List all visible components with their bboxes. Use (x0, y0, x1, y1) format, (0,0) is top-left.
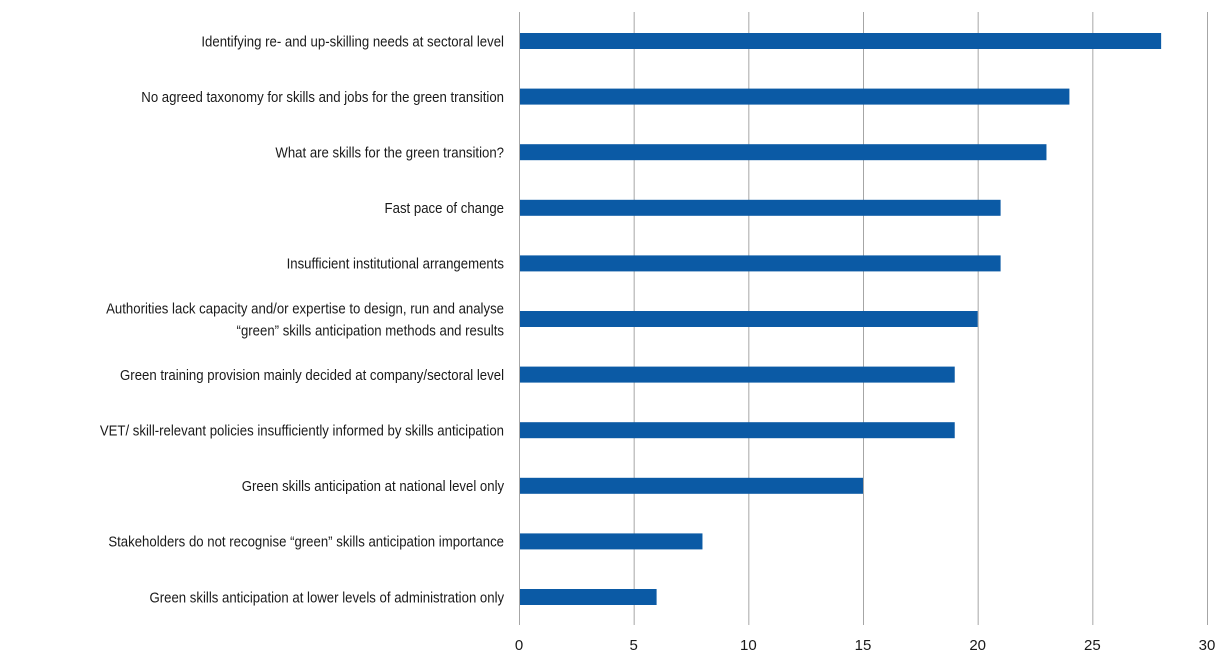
bar-7 (520, 366, 955, 383)
x-tick-label: 5 (629, 637, 637, 654)
category-label: Fast pace of change (385, 199, 505, 216)
x-tick-label: 15 (855, 637, 872, 654)
category-label: “green” skills anticipation methods and … (237, 322, 504, 339)
bars (520, 33, 1162, 605)
bar-5 (520, 255, 1001, 272)
category-label: What are skills for the green transition… (275, 144, 504, 161)
x-tick-label: 25 (1084, 637, 1101, 654)
category-label: Green skills anticipation at lower level… (150, 589, 505, 606)
x-tick-label: 20 (969, 637, 986, 654)
category-label: VET/ skill-relevant policies insufficien… (100, 422, 504, 439)
category-label: Insufficient institutional arrangements (287, 255, 504, 272)
category-label: Identifying re- and up-skilling needs at… (201, 33, 504, 50)
bar-2 (520, 88, 1070, 105)
category-label: Green training provision mainly decided … (120, 366, 504, 383)
x-tick-label: 0 (515, 637, 523, 654)
x-tick-label: 10 (740, 637, 757, 654)
category-label: Green skills anticipation at national le… (242, 477, 505, 494)
bar-3 (520, 144, 1047, 161)
category-labels: Identifying re- and up-skilling needs at… (100, 33, 505, 606)
x-axis-ticks: 0 5 10 15 20 25 30 (515, 637, 1216, 654)
bar-10 (520, 533, 703, 550)
bar-6 (520, 311, 978, 327)
category-label: No agreed taxonomy for skills and jobs f… (141, 88, 504, 105)
x-tick-label: 30 (1199, 637, 1216, 654)
bar-9 (520, 477, 863, 494)
bar-4 (520, 199, 1001, 216)
category-label: Stakeholders do not recognise “green” sk… (108, 533, 504, 550)
bar-8 (520, 422, 955, 439)
bar-11 (520, 589, 657, 605)
category-label: Authorities lack capacity and/or experti… (106, 300, 504, 317)
bar-1 (520, 33, 1162, 49)
